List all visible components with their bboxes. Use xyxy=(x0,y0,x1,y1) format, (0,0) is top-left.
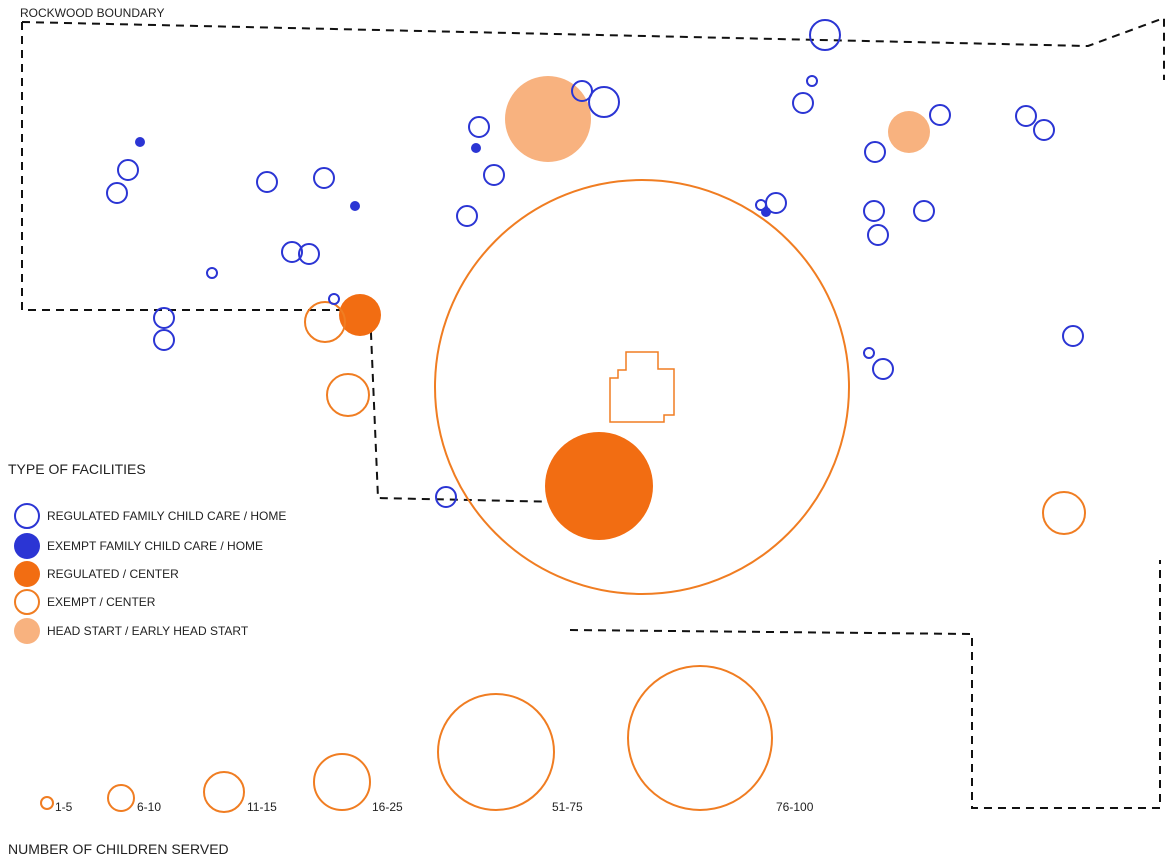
head-start-facility xyxy=(888,111,930,153)
regulated-home xyxy=(872,358,894,380)
regulated-home xyxy=(435,486,457,508)
legend-swatch-regulated-home xyxy=(14,503,40,529)
size-swatch-76-100 xyxy=(627,665,773,811)
size-label-6-10: 6-10 xyxy=(137,800,161,814)
regulated-home xyxy=(867,224,889,246)
legend-swatch-head-start xyxy=(14,618,40,644)
regulated-home xyxy=(571,80,593,102)
size-label-76-100: 76-100 xyxy=(776,800,814,814)
regulated-center xyxy=(545,432,653,540)
size-label-16-25: 16-25 xyxy=(372,800,403,814)
regulated-home xyxy=(929,104,951,126)
size-label-11-15: 11-15 xyxy=(247,800,277,814)
facility-legend: TYPE OF FACILITIES REGULATED FAMILY CHIL… xyxy=(8,461,286,644)
size-swatch-16-25 xyxy=(313,753,371,811)
head-start-facility xyxy=(505,76,591,162)
exempt-home xyxy=(350,201,360,211)
legend-swatch-regulated-center xyxy=(14,561,40,587)
regulated-home xyxy=(298,243,320,265)
school-footprint xyxy=(609,351,675,423)
exempt-center-large xyxy=(434,179,850,595)
legend-label-head-start: HEAD START / EARLY HEAD START xyxy=(47,624,249,638)
legend-label-regulated-center: REGULATED / CENTER xyxy=(47,567,179,581)
regulated-home xyxy=(809,19,841,51)
legend-label-exempt-home: EXEMPT FAMILY CHILD CARE / HOME xyxy=(47,539,263,553)
regulated-home xyxy=(256,171,278,193)
facility-legend-title: TYPE OF FACILITIES xyxy=(8,461,146,477)
regulated-home xyxy=(483,164,505,186)
regulated-home xyxy=(913,200,935,222)
regulated-home xyxy=(1062,325,1084,347)
exempt-home xyxy=(471,143,481,153)
size-swatch-6-10 xyxy=(107,784,135,812)
legend-label-regulated-home: REGULATED FAMILY CHILD CARE / HOME xyxy=(47,509,286,523)
size-label-51-75: 51-75 xyxy=(552,800,583,814)
regulated-home xyxy=(456,205,478,227)
regulated-home xyxy=(864,141,886,163)
size-swatch-51-75 xyxy=(437,693,555,811)
size-swatch-11-15 xyxy=(203,771,245,813)
regulated-home xyxy=(117,159,139,181)
regulated-home xyxy=(588,86,620,118)
regulated-home xyxy=(468,116,490,138)
legend-swatch-exempt-home xyxy=(14,533,40,559)
legend-label-exempt-center: EXEMPT / CENTER xyxy=(47,595,156,609)
regulated-home xyxy=(765,192,787,214)
regulated-home xyxy=(863,347,875,359)
size-legend xyxy=(40,665,773,813)
regulated-home xyxy=(863,200,885,222)
regulated-center xyxy=(339,294,381,336)
size-legend-title: NUMBER OF CHILDREN SERVED xyxy=(8,841,229,857)
size-label-1-5: 1-5 xyxy=(55,800,73,814)
regulated-home xyxy=(792,92,814,114)
regulated-home xyxy=(1033,119,1055,141)
regulated-home xyxy=(1015,105,1037,127)
exempt-home xyxy=(761,207,771,217)
rockwood-boundary xyxy=(21,16,1165,809)
regulated-home xyxy=(281,241,303,263)
exempt-center xyxy=(326,373,370,417)
regulated-home xyxy=(313,167,335,189)
size-swatch-1-5 xyxy=(40,796,54,810)
exempt-home xyxy=(135,137,145,147)
boundary-label: ROCKWOOD BOUNDARY xyxy=(20,6,164,20)
regulated-home xyxy=(806,75,818,87)
regulated-home xyxy=(106,182,128,204)
exempt-center xyxy=(1042,491,1086,535)
regulated-home xyxy=(206,267,218,279)
legend-swatch-exempt-center xyxy=(14,589,40,615)
regulated-home xyxy=(153,329,175,351)
regulated-home xyxy=(153,307,175,329)
exempt-center xyxy=(304,301,346,343)
regulated-home xyxy=(328,293,340,305)
